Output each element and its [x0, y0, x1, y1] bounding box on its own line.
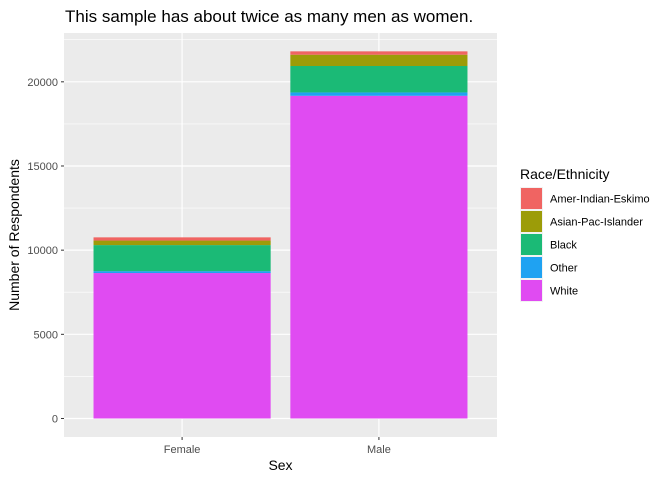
bar-male-asian-pac-islander: [290, 54, 468, 66]
bar-male-black: [290, 65, 468, 93]
legend-label: White: [550, 286, 578, 298]
y-tick-label: 15000: [27, 161, 58, 173]
legend-label: Black: [550, 240, 577, 252]
legend-label: Amer-Indian-Eskimo: [550, 194, 650, 206]
bars: [93, 51, 468, 419]
y-axis-ticks: 0 5000 10000 15000 20000: [27, 77, 64, 425]
bar-female-black: [93, 245, 271, 272]
legend: Race/Ethnicity Amer-Indian-Eskimo Asian-P…: [520, 166, 650, 302]
x-tick-label: Female: [164, 444, 201, 456]
legend-label: Asian-Pac-Islander: [550, 217, 643, 229]
x-tick-label: Male: [367, 444, 391, 456]
bar-female-white: [93, 273, 271, 419]
legend-label: Other: [550, 263, 578, 275]
y-tick-label: 20000: [27, 77, 58, 89]
legend-swatch-white: [521, 280, 542, 301]
legend-swatch-black: [521, 234, 542, 255]
bar-male-other: [290, 92, 468, 96]
legend-swatch-asian-pac-islander: [521, 211, 542, 232]
bar-male-amer-indian-eskimo: [290, 51, 468, 55]
y-tick-label: 5000: [34, 329, 58, 341]
legend-swatch-amer-indian-eskimo: [521, 188, 542, 209]
bar-male-white: [290, 95, 468, 419]
x-axis-title: Sex: [268, 457, 292, 473]
y-axis-title: Number of Respondents: [6, 159, 22, 311]
bar-female-amer-indian-eskimo: [93, 237, 271, 241]
bar-female-other: [93, 271, 271, 274]
chart-title: This sample has about twice as many men …: [65, 7, 473, 26]
y-tick-label: 10000: [27, 245, 58, 257]
y-tick-label: 0: [52, 413, 58, 425]
legend-title: Race/Ethnicity: [520, 166, 609, 182]
x-axis-ticks: Female Male: [164, 437, 391, 456]
bar-female-asian-pac-islander: [93, 240, 271, 246]
legend-swatch-other: [521, 257, 542, 278]
